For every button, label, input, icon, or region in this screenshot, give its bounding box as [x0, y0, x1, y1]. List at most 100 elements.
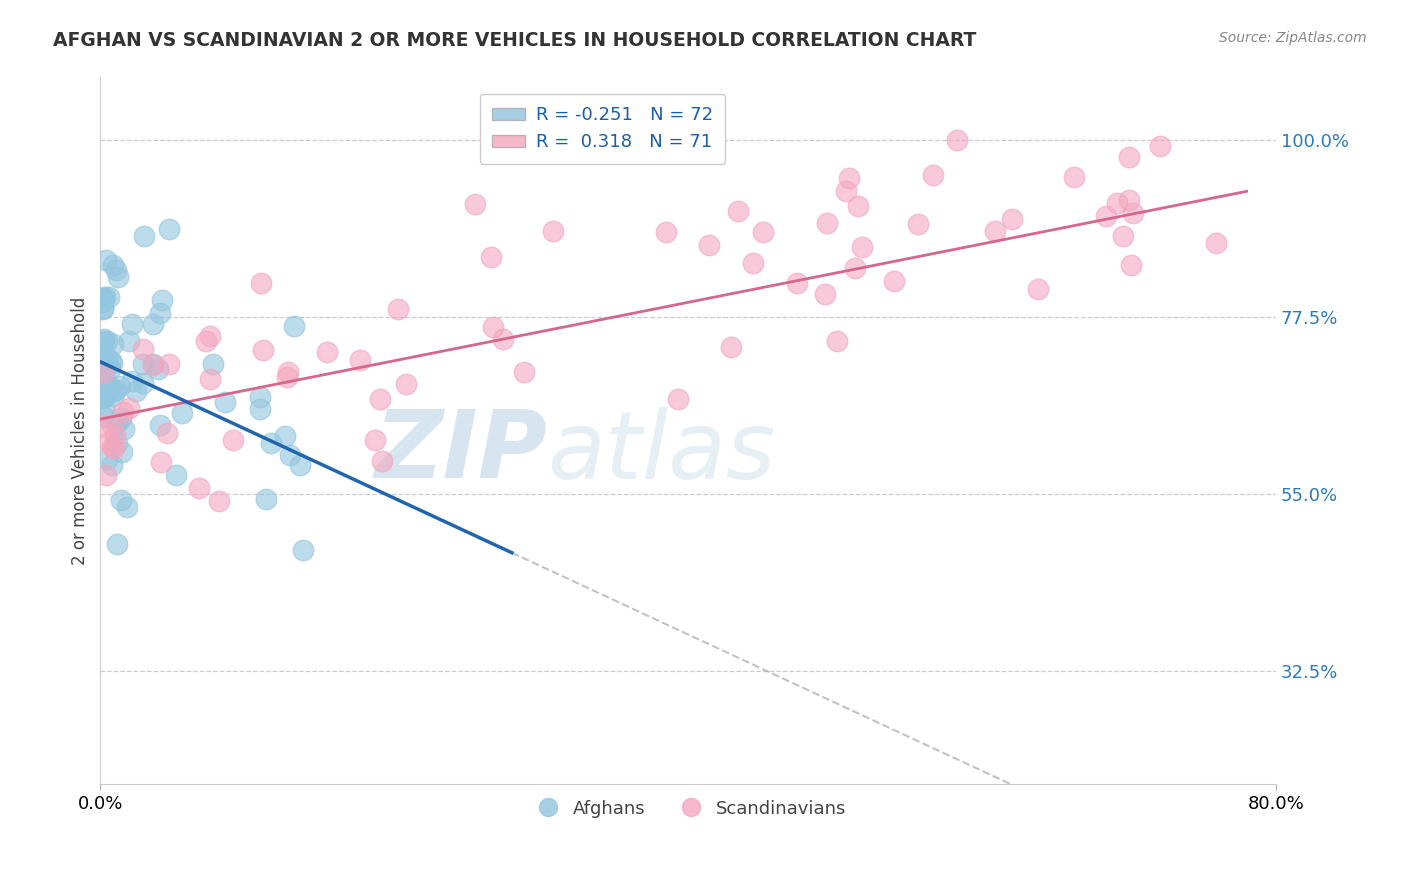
- Point: [1119, 258, 1142, 272]
- Point: [1107, 196, 1129, 211]
- Point: [1149, 139, 1171, 153]
- Point: [149, 306, 172, 320]
- Point: [103, 384, 125, 399]
- Point: [208, 494, 231, 508]
- Point: [315, 345, 337, 359]
- Point: [105, 436, 128, 450]
- Point: [97, 378, 120, 392]
- Point: [655, 225, 678, 239]
- Point: [1118, 193, 1140, 207]
- Point: [1026, 282, 1049, 296]
- Point: [100, 440, 122, 454]
- Point: [101, 337, 124, 351]
- Point: [479, 250, 502, 264]
- Point: [91, 366, 114, 380]
- Point: [148, 361, 170, 376]
- Point: [195, 334, 218, 348]
- Point: [252, 343, 274, 357]
- Point: [118, 334, 141, 348]
- Point: [541, 224, 564, 238]
- Point: [727, 204, 749, 219]
- Point: [214, 395, 236, 409]
- Point: [277, 365, 299, 379]
- Point: [387, 301, 409, 316]
- Point: [91, 292, 114, 306]
- Point: [720, 339, 742, 353]
- Point: [91, 382, 114, 396]
- Point: [846, 199, 869, 213]
- Y-axis label: 2 or more Vehicles in Household: 2 or more Vehicles in Household: [72, 297, 89, 565]
- Point: [249, 390, 271, 404]
- Point: [112, 422, 135, 436]
- Point: [96, 351, 118, 366]
- Point: [94, 467, 117, 482]
- Point: [98, 361, 121, 376]
- Point: [96, 452, 118, 467]
- Point: [200, 328, 222, 343]
- Point: [93, 400, 115, 414]
- Point: [101, 356, 124, 370]
- Point: [121, 317, 143, 331]
- Point: [121, 374, 143, 388]
- Point: [274, 428, 297, 442]
- Point: [149, 417, 172, 432]
- Point: [103, 389, 125, 403]
- Point: [945, 133, 967, 147]
- Point: [786, 276, 808, 290]
- Point: [907, 218, 929, 232]
- Text: Source: ZipAtlas.com: Source: ZipAtlas.com: [1219, 31, 1367, 45]
- Point: [752, 225, 775, 239]
- Point: [1001, 212, 1024, 227]
- Point: [100, 353, 122, 368]
- Point: [157, 222, 180, 236]
- Point: [91, 388, 114, 402]
- Point: [1205, 235, 1227, 250]
- Point: [156, 425, 179, 440]
- Point: [222, 434, 245, 448]
- Point: [103, 258, 125, 272]
- Point: [91, 301, 114, 316]
- Point: [482, 320, 505, 334]
- Point: [93, 332, 115, 346]
- Point: [1112, 228, 1135, 243]
- Point: [150, 454, 173, 468]
- Point: [697, 238, 720, 252]
- Point: [838, 171, 860, 186]
- Point: [94, 357, 117, 371]
- Point: [1118, 149, 1140, 163]
- Point: [512, 365, 534, 379]
- Point: [131, 342, 153, 356]
- Point: [815, 216, 838, 230]
- Point: [132, 228, 155, 243]
- Point: [96, 334, 118, 348]
- Point: [91, 301, 114, 316]
- Point: [883, 274, 905, 288]
- Point: [368, 392, 391, 407]
- Point: [851, 240, 873, 254]
- Point: [249, 277, 271, 291]
- Point: [104, 429, 127, 443]
- Point: [188, 481, 211, 495]
- Point: [131, 357, 153, 371]
- Point: [1063, 169, 1085, 184]
- Point: [814, 286, 837, 301]
- Point: [1122, 205, 1144, 219]
- Point: [93, 334, 115, 348]
- Point: [157, 357, 180, 371]
- Point: [117, 500, 139, 514]
- Point: [198, 372, 221, 386]
- Point: [118, 401, 141, 415]
- Point: [278, 448, 301, 462]
- Point: [260, 436, 283, 450]
- Point: [100, 381, 122, 395]
- Point: [363, 433, 385, 447]
- Text: atlas: atlas: [547, 407, 775, 498]
- Point: [101, 417, 124, 432]
- Point: [922, 168, 945, 182]
- Point: [827, 334, 849, 348]
- Point: [105, 383, 128, 397]
- Point: [288, 458, 311, 472]
- Point: [97, 290, 120, 304]
- Point: [283, 318, 305, 333]
- Point: [742, 256, 765, 270]
